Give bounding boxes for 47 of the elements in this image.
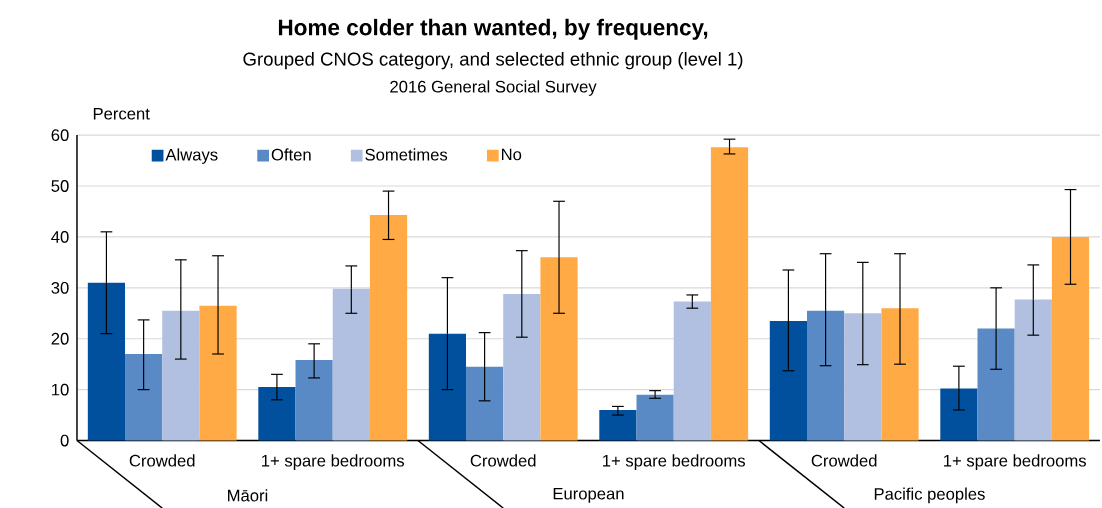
y-tick-label: 30	[51, 281, 69, 294]
bar	[295, 360, 333, 441]
y-tick-label: 10	[52, 383, 69, 396]
bar	[503, 293, 541, 441]
bar	[977, 328, 1015, 441]
y-tick-label: 0	[60, 434, 69, 447]
bar	[807, 310, 845, 441]
y-tick-label: 50	[51, 180, 69, 192]
bar	[599, 409, 637, 441]
bar	[199, 305, 237, 441]
bar	[540, 257, 578, 441]
bar	[162, 310, 200, 441]
x-tick-label: 1+ spare bedrooms	[262, 454, 405, 470]
x-tick-label: Crowded	[811, 454, 877, 467]
legend-label: Sometimes	[365, 148, 448, 161]
bar	[1014, 299, 1052, 441]
legend-label: Often	[271, 148, 311, 161]
bar	[1051, 236, 1090, 441]
x-tick-label: 1+ spare bedrooms	[944, 454, 1086, 470]
text: European	[553, 487, 624, 503]
bar	[673, 301, 711, 441]
bar	[844, 313, 882, 441]
bar	[710, 147, 749, 441]
chart-title: Home colder than wanted, by frequency,	[278, 18, 708, 40]
text: 2016 General Social Survey	[390, 80, 597, 96]
bar	[466, 366, 504, 441]
x-tick-label: Crowded	[129, 454, 195, 467]
y-tick-label: 20	[51, 332, 69, 345]
y-tick-label: 40	[51, 230, 69, 243]
y-tick-label: 60	[51, 129, 69, 141]
bar	[881, 308, 919, 441]
bar	[332, 288, 370, 441]
x-tick-label: Crowded	[470, 454, 536, 467]
bar	[258, 387, 296, 441]
text: Māori	[228, 489, 268, 502]
text: Pacific peoples	[874, 487, 985, 504]
y-axis-title: Percent	[93, 107, 150, 120]
bar	[769, 320, 807, 441]
bar	[369, 214, 408, 441]
bar	[940, 388, 978, 441]
bar	[636, 394, 674, 441]
x-tick-label: 1+ spare bedrooms	[603, 454, 746, 470]
legend-label: Always	[165, 148, 218, 164]
bar	[87, 282, 126, 441]
chart-subtitle: Grouped CNOS category, and selected ethnic group (level 1)	[243, 51, 743, 70]
legend-label: No	[501, 148, 522, 161]
bar	[125, 353, 163, 441]
